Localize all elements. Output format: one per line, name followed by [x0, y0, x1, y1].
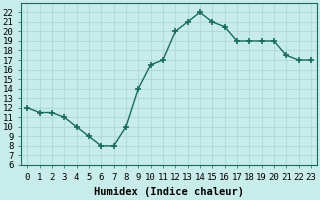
X-axis label: Humidex (Indice chaleur): Humidex (Indice chaleur) — [94, 187, 244, 197]
